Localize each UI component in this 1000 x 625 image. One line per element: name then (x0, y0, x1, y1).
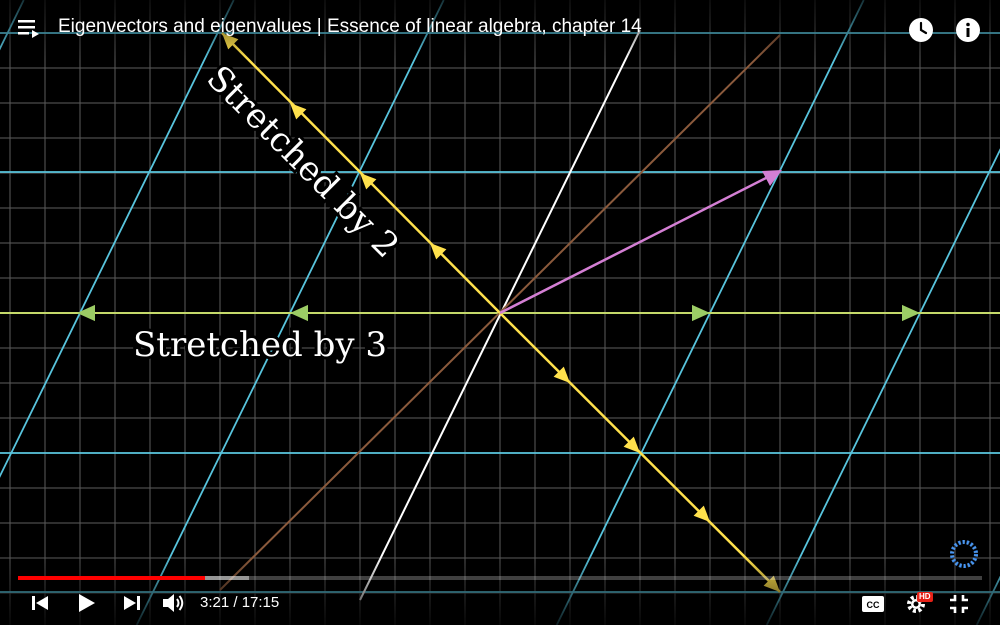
eigenvector-head (623, 436, 640, 453)
pink-vector (499, 176, 767, 315)
volume-icon[interactable] (162, 592, 186, 614)
svg-text:CC: CC (867, 600, 880, 610)
eigenvectors-horizontal (77, 304, 920, 322)
eigenvector-line-lower (499, 312, 781, 593)
eigenvector-head-horizontal (77, 304, 95, 322)
eigenvector-head (290, 103, 307, 120)
loading-spinner-icon (950, 540, 978, 568)
progress-bar[interactable] (18, 576, 982, 580)
eigenvector-head (360, 173, 377, 190)
settings-button[interactable]: HD (904, 592, 934, 616)
y-axis-line (359, 29, 641, 601)
eigenvector-head (693, 505, 710, 522)
time-display: 3:21 / 17:15 (200, 594, 280, 611)
play-icon[interactable] (76, 592, 98, 614)
captions-icon[interactable]: CC (861, 595, 885, 613)
label-stretched-by-2: Stretched by 2 (199, 58, 407, 266)
skip-next-icon[interactable] (122, 594, 142, 612)
video-title[interactable]: Eigenvectors and eigenvalues | Essence o… (58, 16, 642, 37)
eigenvector-head-horizontal (902, 304, 920, 322)
eigenvector-head-horizontal (692, 304, 710, 322)
hd-badge: HD (917, 592, 933, 602)
playlist-icon[interactable] (18, 18, 42, 38)
skip-previous-icon[interactable] (30, 594, 50, 612)
eigenvector-head (430, 243, 447, 260)
eigenvectors-diagonal (221, 32, 781, 593)
fullscreen-exit-icon[interactable] (949, 594, 969, 614)
info-icon[interactable] (955, 17, 981, 43)
eigenvector-line-upper (221, 32, 501, 314)
label-stretched-by-3: Stretched by 3 (133, 325, 387, 365)
eigenvector-head (553, 366, 570, 383)
clock-icon[interactable] (908, 17, 934, 43)
progress-played (18, 576, 206, 580)
top-overlay: Eigenvectors and eigenvalues | Essence o… (0, 0, 1000, 60)
eigenvector-head-horizontal (290, 304, 308, 322)
bottom-overlay (0, 555, 1000, 625)
pink-vector-head (762, 170, 782, 186)
